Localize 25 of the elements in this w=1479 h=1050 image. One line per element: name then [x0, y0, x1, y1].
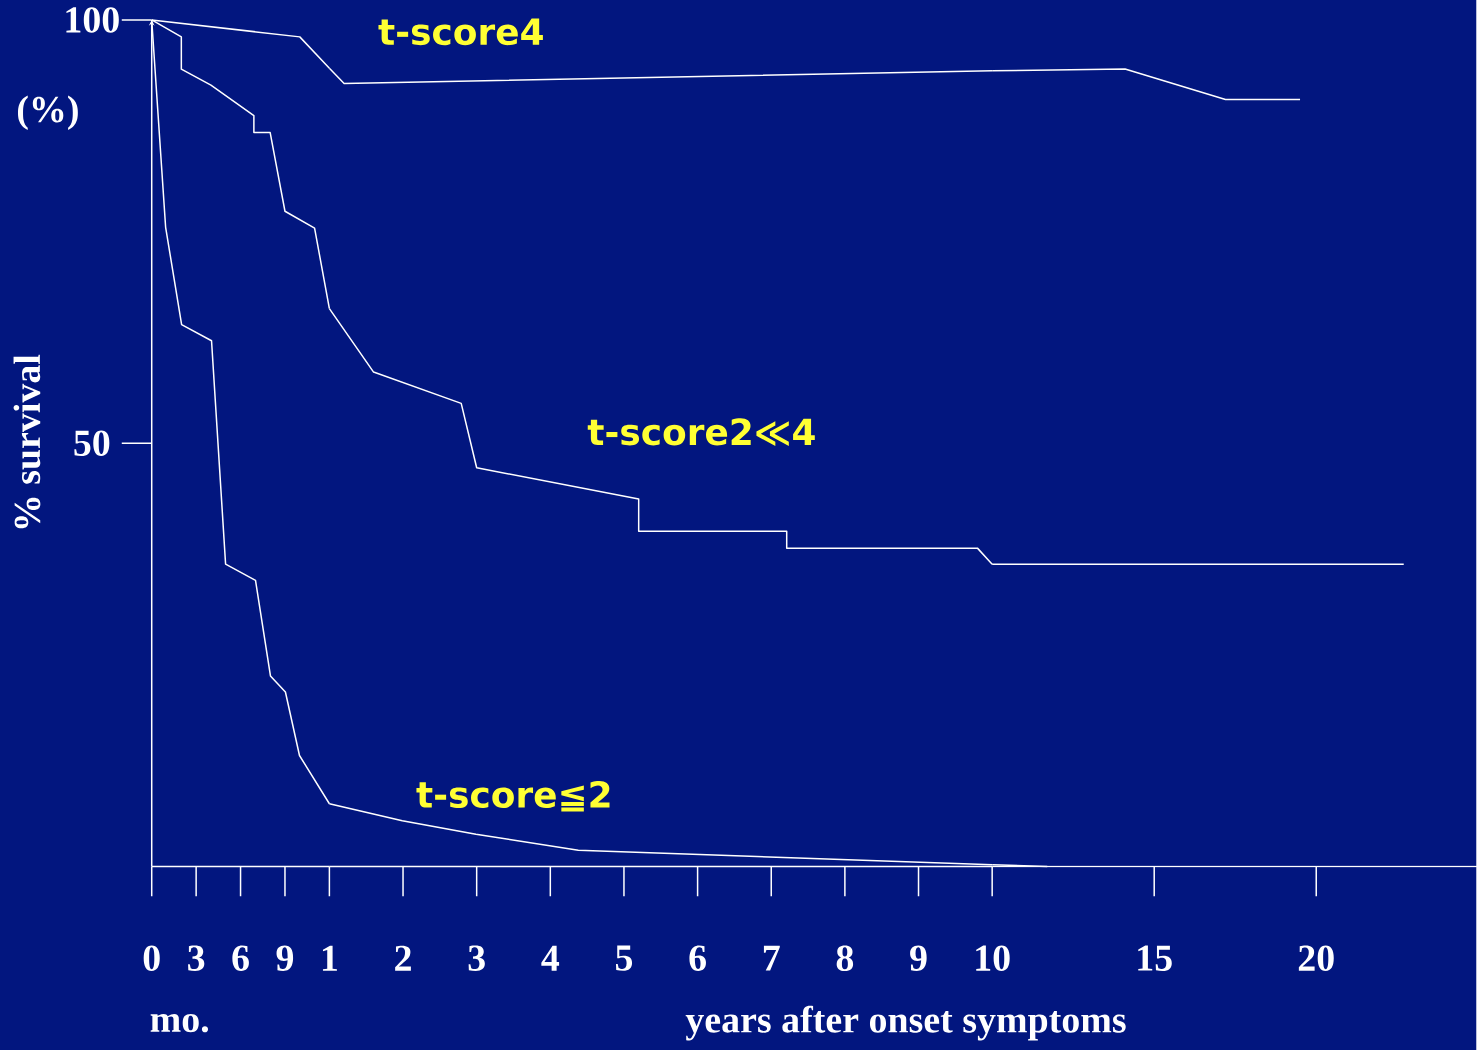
- x-tick-label: 10: [976, 945, 1010, 971]
- series-label: t-score4: [378, 18, 543, 46]
- x-tick-label: 5: [615, 945, 633, 971]
- x-tick-label: 6: [232, 945, 249, 971]
- y-tick-label: 50: [74, 430, 110, 456]
- x-tick-label: 8: [836, 945, 854, 971]
- x-tick-label: 2: [395, 945, 411, 971]
- y-axis-title: % survival: [13, 354, 41, 529]
- x-axis-title: years after onset symptoms: [685, 1005, 1126, 1041]
- x-tick-label: 4: [541, 945, 560, 971]
- y-tick-label: 100: [66, 7, 119, 33]
- x-tick-label: 6: [689, 945, 706, 971]
- series-label: t-score≦2: [416, 780, 610, 812]
- x-tick-label: 3: [188, 945, 205, 971]
- x-tick-label: 7: [763, 945, 780, 971]
- text: (%): [17, 95, 78, 130]
- x-tick-label: 1: [322, 945, 337, 971]
- x-tick-label: 9: [276, 945, 294, 971]
- x-tick-label: 0: [143, 945, 160, 971]
- x-tick-label: 15: [1138, 945, 1172, 971]
- series-label: t-score2≪4: [587, 418, 815, 447]
- x-tick-label: 3: [468, 945, 485, 971]
- x-tick-label: 20: [1298, 945, 1334, 971]
- text: mo.: [150, 1013, 209, 1033]
- x-tick-label: 9: [910, 945, 927, 971]
